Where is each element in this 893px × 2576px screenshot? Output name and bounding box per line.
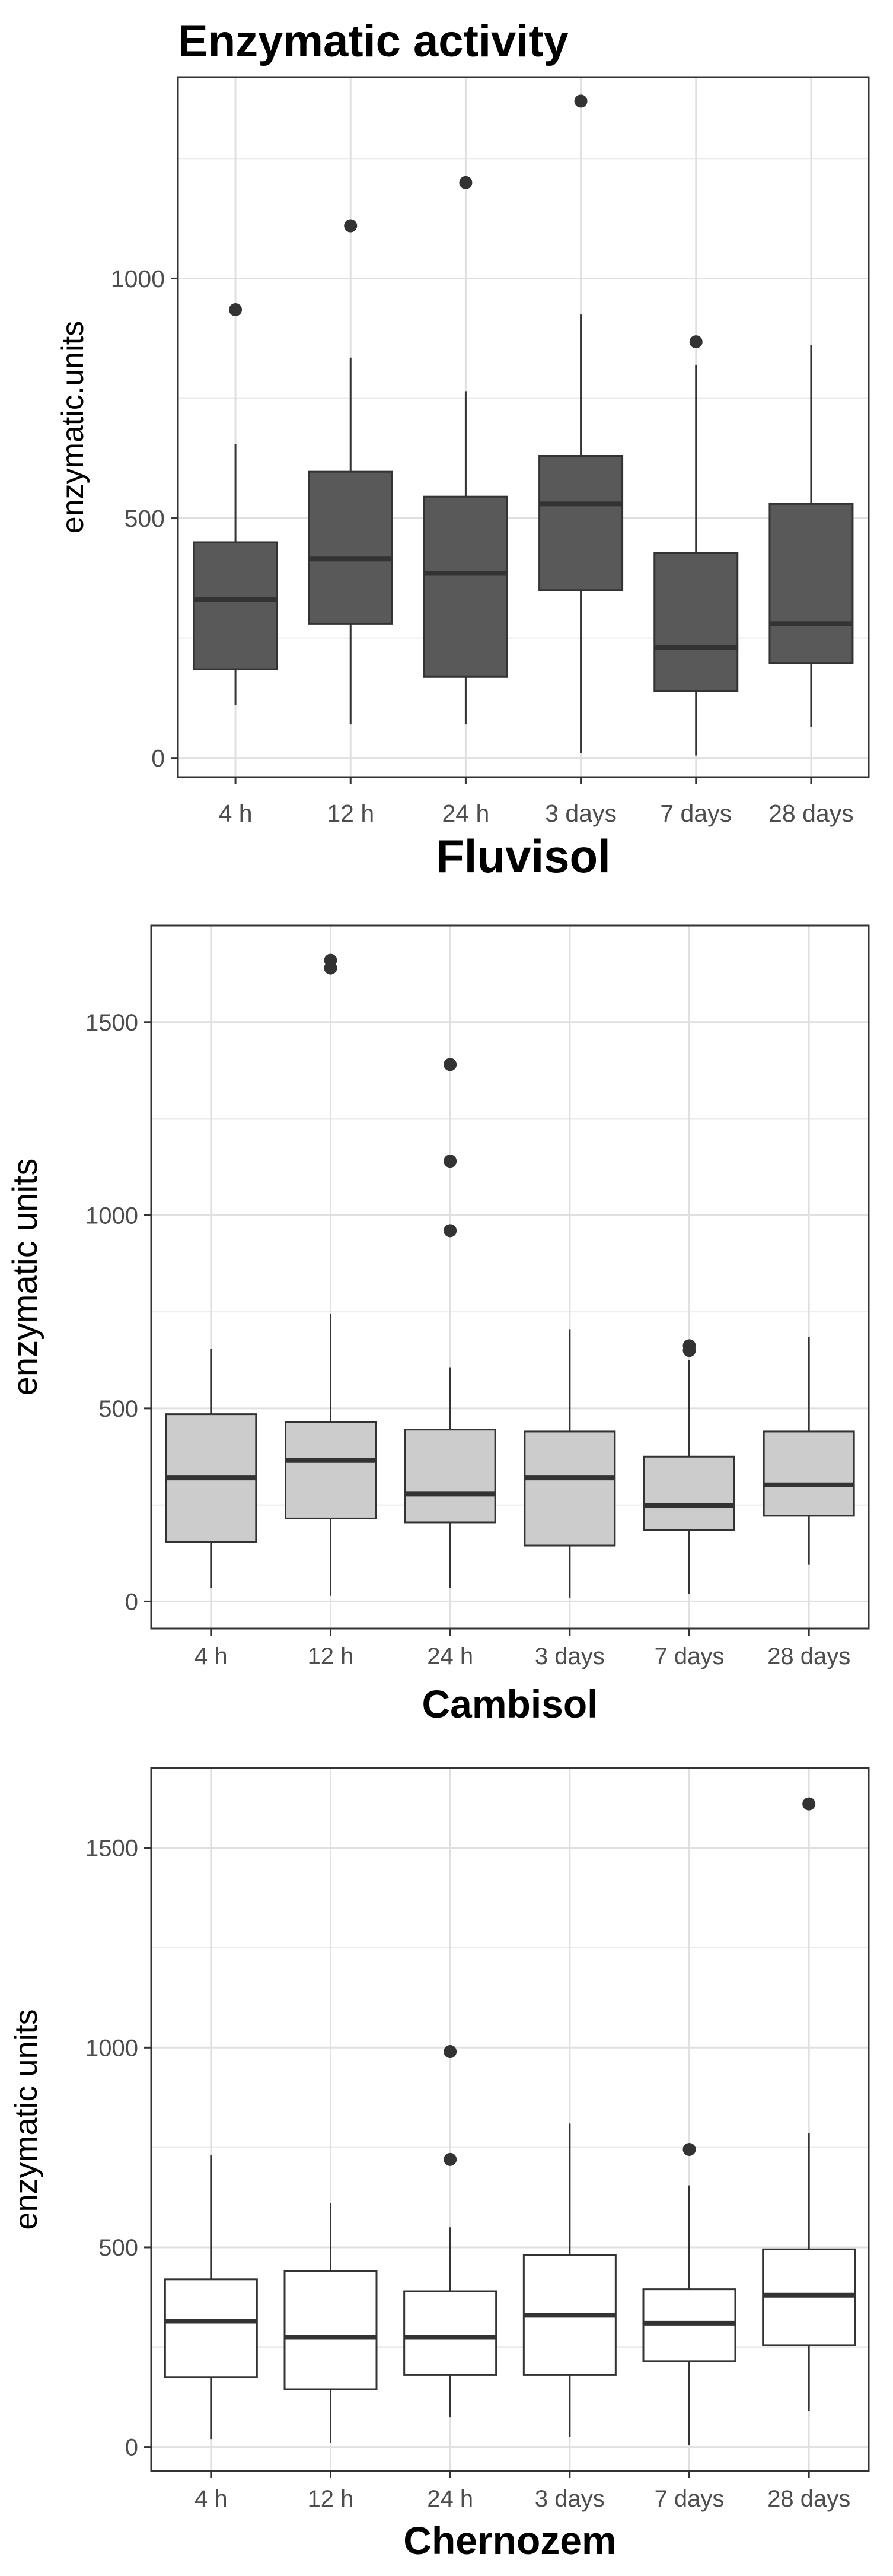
fluvisol-box-12-h xyxy=(308,219,393,725)
chernozem-plot-background xyxy=(151,1768,869,2471)
fluvisol-x-tick-label: 4 h xyxy=(219,800,253,827)
fluvisol-outlier-point xyxy=(689,335,703,349)
fluvisol-box-3-days xyxy=(538,94,624,753)
fluvisol-panel-border xyxy=(177,76,870,778)
cambisol-iqr-box xyxy=(285,1421,377,1519)
fluvisol-outlier-point xyxy=(459,176,473,189)
cambisol-outlier-point xyxy=(444,1058,457,1071)
cambisol-y-tick-label: 500 xyxy=(98,1396,138,1422)
fluvisol-iqr-box xyxy=(308,470,393,625)
fluvisol-x-tick-label: 24 h xyxy=(442,800,490,827)
fluvisol-iqr-box xyxy=(768,503,854,664)
fluvisol-x-tick-label: 7 days xyxy=(660,800,732,827)
fluvisol-y-axis-title: enzymatic.units xyxy=(56,321,90,533)
chernozem-y-tick-label: 500 xyxy=(98,2235,138,2261)
chernozem-x-tick-label: 28 days xyxy=(767,2486,850,2512)
cambisol-x-axis-title: Cambisol xyxy=(422,1682,598,1726)
cambisol-panel-border xyxy=(150,924,870,1630)
fluvisol-box-24-h xyxy=(423,176,508,725)
fluvisol-box-4-h xyxy=(193,303,278,705)
cambisol-outlier-point xyxy=(324,953,337,967)
panel-fluvisol: 0 500 1000 4 h 12 h 24 h 3 days 7 days 28 days en… xyxy=(56,76,870,882)
cambisol-y-tick-label: 0 xyxy=(125,1589,138,1615)
cambisol-outlier-point xyxy=(444,1155,457,1168)
fluvisol-x-axis-title: Fluvisol xyxy=(436,830,611,882)
cambisol-y-tick-label: 1500 xyxy=(85,1010,138,1036)
fluvisol-x-tick-label: 12 h xyxy=(327,800,374,827)
chernozem-y-tick-label: 1000 xyxy=(85,2035,138,2061)
cambisol-x-tick-label: 7 days xyxy=(655,1643,725,1669)
cambisol-x-tick-label: 12 h xyxy=(308,1643,354,1669)
cambisol-x-tick-label: 4 h xyxy=(194,1643,228,1669)
fluvisol-outlier-point xyxy=(574,94,588,108)
cambisol-iqr-box xyxy=(763,1430,855,1517)
chernozem-outlier-point xyxy=(444,2152,457,2166)
fluvisol-box-28-days xyxy=(768,344,854,727)
cambisol-x-tick-label: 28 days xyxy=(767,1643,850,1669)
cambisol-box-24-h xyxy=(404,1058,496,1588)
chernozem-y-tick-label: 1500 xyxy=(85,1836,138,1862)
fluvisol-outlier-point xyxy=(344,219,358,233)
chernozem-box-12-h xyxy=(283,2203,378,2443)
chernozem-iqr-box xyxy=(283,2270,378,2390)
fluvisol-x-tick-label: 3 days xyxy=(545,800,617,827)
chernozem-y-tick-label: 0 xyxy=(125,2435,138,2461)
chernozem-iqr-box xyxy=(403,2290,497,2376)
fluvisol-box-7-days xyxy=(653,335,739,756)
cambisol-x-tick-label: 24 h xyxy=(427,1643,473,1669)
cambisol-box-4-h xyxy=(165,1348,257,1588)
cambisol-iqr-box xyxy=(404,1429,496,1524)
cambisol-outlier-point xyxy=(682,1339,696,1353)
cambisol-y-tick-label: 1000 xyxy=(85,1203,138,1229)
cambisol-box-3-days xyxy=(524,1329,616,1598)
chernozem-x-tick-label: 12 h xyxy=(308,2486,354,2512)
chernozem-x-tick-label: 24 h xyxy=(427,2486,473,2512)
fluvisol-y-tick-label: 0 xyxy=(151,745,165,772)
fluvisol-plot-background xyxy=(178,77,869,777)
cambisol-box-7-days xyxy=(643,1339,735,1594)
chernozem-outlier-point xyxy=(802,1797,816,1811)
cambisol-box-28-days xyxy=(763,1337,855,1565)
cambisol-plot-background xyxy=(151,926,869,1629)
chernozem-iqr-box xyxy=(164,2278,258,2378)
panel-cambisol: 0 500 1000 1500 4 h 12 h 24 h 3 days 7 days 28 da… xyxy=(6,924,870,1726)
chernozem-outlier-point xyxy=(682,2142,696,2156)
cambisol-outlier-point xyxy=(444,1224,457,1238)
cambisol-iqr-box xyxy=(524,1430,616,1547)
chernozem-box-7-days xyxy=(642,2142,736,2445)
chernozem-box-4-h xyxy=(164,2155,258,2440)
chernozem-x-axis-title: Chernozem xyxy=(403,2518,616,2562)
fluvisol-iqr-box xyxy=(193,541,278,670)
cambisol-x-tick-label: 3 days xyxy=(535,1643,605,1669)
fluvisol-outlier-point xyxy=(229,303,243,316)
chernozem-outlier-point xyxy=(444,2045,457,2059)
fluvisol-iqr-box xyxy=(538,454,624,591)
chernozem-x-tick-label: 4 h xyxy=(194,2486,228,2512)
cambisol-iqr-box xyxy=(643,1455,735,1531)
fluvisol-iqr-box xyxy=(653,552,739,692)
fluvisol-y-tick-label: 500 xyxy=(125,505,165,532)
chernozem-x-tick-label: 7 days xyxy=(655,2486,725,2512)
fluvisol-x-tick-label: 28 days xyxy=(768,800,854,827)
chernozem-box-24-h xyxy=(403,2045,497,2418)
chernozem-x-tick-label: 3 days xyxy=(535,2486,605,2512)
cambisol-box-12-h xyxy=(285,953,377,1596)
chernozem-box-28-days xyxy=(762,1797,856,2412)
fluvisol-iqr-box xyxy=(423,495,508,678)
figure-title: Enzymatic activity xyxy=(178,16,569,66)
cambisol-y-axis-title: enzymatic units xyxy=(6,1159,44,1396)
fluvisol-y-tick-label: 1000 xyxy=(111,265,165,292)
chernozem-y-axis-title: enzymatic units xyxy=(8,2009,44,2230)
panel-chernozem: 0 500 1000 1500 4 h 12 h 24 h 3 days 7 days 28 da… xyxy=(8,1767,870,2562)
chernozem-box-3-days xyxy=(522,2123,617,2437)
chernozem-panel-border xyxy=(150,1767,870,2472)
